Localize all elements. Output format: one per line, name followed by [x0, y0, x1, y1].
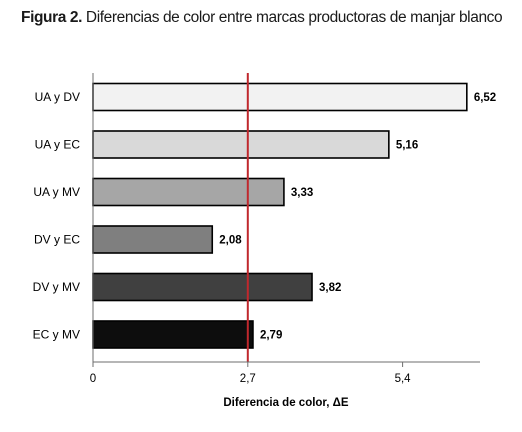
figure-number: Figura 2. — [21, 9, 82, 26]
category-label: DV y EC — [34, 233, 80, 247]
figure-title: Figura 2. Diferencias de color entre mar… — [21, 9, 503, 27]
category-label: DV y MV — [33, 280, 80, 294]
category-label: UA y MV — [33, 185, 80, 199]
category-label: UA y EC — [35, 138, 81, 152]
x-tick-label: 2,7 — [240, 373, 256, 385]
labels-layer: UA y DV 6,52 UA y EC 5,16 UA y MV 3,33 DV y EC… — [33, 90, 497, 342]
figure-caption: Diferencias de color entre marcas produc… — [85, 9, 503, 26]
x-tick-label: 5,4 — [395, 373, 412, 385]
category-label: UA y DV — [35, 90, 80, 104]
bar — [92, 320, 254, 349]
data-label: 6,52 — [474, 92, 496, 104]
category-label: EC y MV — [33, 328, 80, 342]
bar — [92, 82, 468, 112]
bars-layer — [92, 82, 468, 349]
x-tick-label: 0 — [90, 373, 96, 385]
axis-layer: 0 2,7 5,4 — [90, 73, 480, 385]
bar — [92, 225, 214, 254]
data-label: 2,08 — [219, 235, 242, 247]
bar — [92, 130, 390, 159]
bar — [92, 272, 313, 302]
data-label: 2,79 — [260, 330, 282, 342]
data-label: 3,82 — [319, 282, 341, 294]
x-axis-title: Diferencia de color, ΔE — [223, 397, 349, 409]
data-label: 5,16 — [396, 140, 418, 152]
bar — [92, 177, 285, 207]
data-label: 3,33 — [291, 187, 313, 199]
